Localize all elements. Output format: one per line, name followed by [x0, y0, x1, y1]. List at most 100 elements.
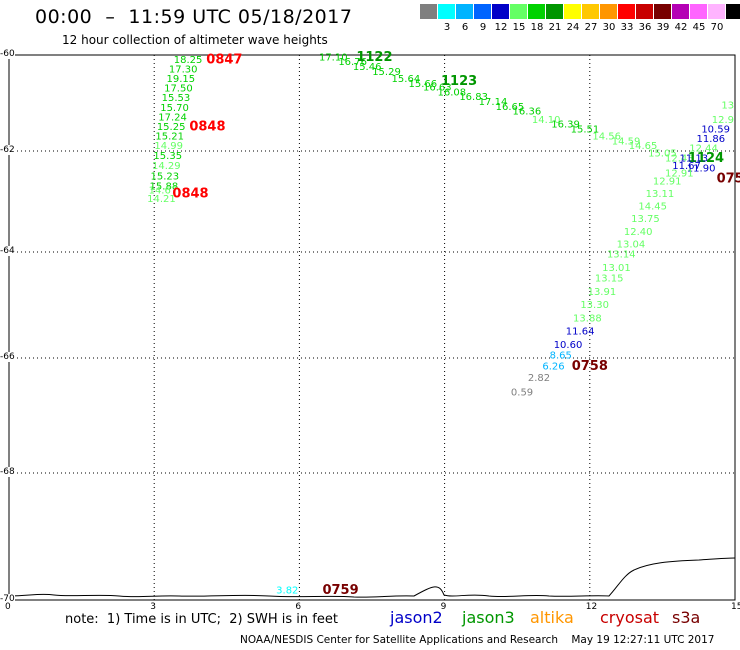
- scale-swatch: [618, 4, 636, 19]
- wave-height-point: 11.64: [566, 327, 595, 338]
- wave-height-point: 13: [721, 100, 734, 111]
- wave-height-point: 15.25: [157, 122, 186, 133]
- latitude-label: -66: [0, 352, 15, 362]
- wave-height-point: 11.13: [680, 154, 709, 165]
- wave-height-point: 15.53: [162, 93, 191, 104]
- time-label: 075: [717, 171, 740, 186]
- time-label: 0848: [189, 120, 225, 135]
- wave-height-point: 15.66: [408, 79, 437, 90]
- latitude-label: -68: [0, 467, 15, 477]
- wave-height-point: 11.67: [672, 161, 701, 172]
- wave-height-point: 16.65: [496, 102, 525, 113]
- wave-height-point: 14.10: [532, 115, 561, 126]
- satellite-cryosat: cryosat: [600, 608, 660, 627]
- wave-height-point: 19.15: [166, 74, 195, 85]
- scale-label: 42: [674, 22, 688, 33]
- wave-height-point: 13.11: [646, 189, 675, 200]
- wave-height-point: 12.43: [665, 154, 694, 165]
- scale-label: 70: [710, 22, 724, 33]
- scale-swatch: [528, 4, 546, 19]
- wave-height-point: 13.01: [602, 263, 631, 274]
- wave-height-point: 15.64: [392, 74, 421, 85]
- wave-height-point: 14.45: [638, 202, 667, 213]
- wave-height-point: 15.29: [372, 67, 401, 78]
- wave-height-point: 14.65: [629, 141, 658, 152]
- map-canvas: 18.2517.3019.1517.5015.5315.7017.2415.25…: [8, 50, 740, 601]
- scale-swatch: [438, 4, 456, 19]
- scale-swatch: [474, 4, 492, 19]
- scale-label: 39: [656, 22, 670, 33]
- scale-swatch: [654, 4, 672, 19]
- wave-height-point: 12.9: [712, 115, 734, 126]
- wave-height-point: 3.82: [276, 585, 298, 596]
- time-label: 0847: [206, 52, 242, 67]
- wave-height-point: 13.30: [580, 300, 609, 311]
- wave-height-point: 12.40: [624, 227, 653, 238]
- wave-height-point: 2.82: [528, 373, 550, 384]
- wave-height-point: 16.63: [423, 83, 452, 94]
- wave-height-point: 14.67: [149, 185, 178, 196]
- latitude-label: -70: [0, 594, 15, 604]
- wave-height-point: 0.59: [511, 388, 533, 399]
- wave-height-point: 16.36: [513, 107, 542, 118]
- wave-height-point: 18.25: [174, 55, 203, 66]
- map-subtitle: 12 hour collection of altimeter wave hei…: [62, 33, 328, 47]
- wave-height-point: 17.30: [169, 64, 198, 75]
- wave-height-point: 17.50: [164, 84, 193, 95]
- wave-height-point: 12.91: [665, 169, 694, 180]
- wave-height-point: 10.59: [701, 124, 730, 135]
- longitude-label: 3: [150, 602, 156, 612]
- longitude-label: 12: [585, 602, 598, 612]
- latitude-label: -64: [0, 246, 15, 256]
- scale-label: 18: [530, 22, 544, 33]
- time-label: 0848: [172, 186, 208, 201]
- satellite-jason3: jason3: [462, 608, 515, 627]
- wave-height-point: 13.04: [617, 239, 646, 250]
- scale-label: 15: [512, 22, 526, 33]
- latitude-label: -62: [0, 145, 15, 155]
- scale-swatch: [726, 4, 740, 19]
- footer-credit: NOAA/NESDIS Center for Satellite Applica…: [240, 634, 715, 646]
- wave-height-point: 8.65: [550, 350, 572, 361]
- wave-height-point: 15.88: [150, 181, 179, 192]
- wave-height-point: 13.75: [631, 214, 660, 225]
- scale-swatch: [510, 4, 528, 19]
- scale-swatch: [420, 4, 438, 19]
- scale-swatch: [600, 4, 618, 19]
- wave-height-point: 11.86: [696, 134, 725, 145]
- wave-height-point: 17.24: [158, 112, 187, 123]
- wave-height-map: 18.25 17.30 19.15 17.50 15.53 15.70 17.24 15.25…: [8, 50, 740, 601]
- wave-height-point: 13.91: [588, 287, 617, 298]
- scale-label: 24: [566, 22, 580, 33]
- scale-label: 21: [548, 22, 562, 33]
- wave-height-point: 15.21: [155, 132, 184, 143]
- scale-label: 6: [461, 22, 469, 33]
- wave-height-point: 16.83: [459, 92, 488, 103]
- wave-height-point: 13.15: [595, 274, 624, 285]
- satellite-altika: altika: [530, 608, 574, 627]
- wave-height-point: 17.10: [319, 52, 348, 63]
- wave-height-point: 15.35: [153, 151, 182, 162]
- scale-swatch: [636, 4, 654, 19]
- wave-height-point: 14.29: [152, 161, 181, 172]
- time-label: 0758: [572, 359, 608, 374]
- scale-label: 12: [494, 22, 508, 33]
- scale-swatch: [456, 4, 474, 19]
- longitude-label: 15: [731, 602, 740, 612]
- wave-height-point: 12.91: [653, 176, 682, 187]
- scale-swatch: [708, 4, 726, 19]
- wave-height-point: 15.23: [151, 171, 180, 182]
- wave-height-point: 16.76: [338, 57, 367, 68]
- map-title: 00:00 – 11:59 UTC 05/18/2017: [35, 6, 353, 28]
- wave-height-point: 13.14: [607, 250, 636, 261]
- scale-label: 9: [479, 22, 487, 33]
- wave-height-point: 14.59: [612, 136, 641, 147]
- scale-swatch: [564, 4, 582, 19]
- wave-height-point: 6.26: [542, 362, 564, 373]
- wave-height-point: 14.21: [147, 194, 176, 205]
- scale-label: 3: [443, 22, 451, 33]
- wave-height-point: 14.56: [592, 132, 621, 143]
- longitude-label: 0: [5, 602, 11, 612]
- wave-height-point: 16.08: [438, 87, 467, 98]
- time-label: 1123: [441, 74, 477, 89]
